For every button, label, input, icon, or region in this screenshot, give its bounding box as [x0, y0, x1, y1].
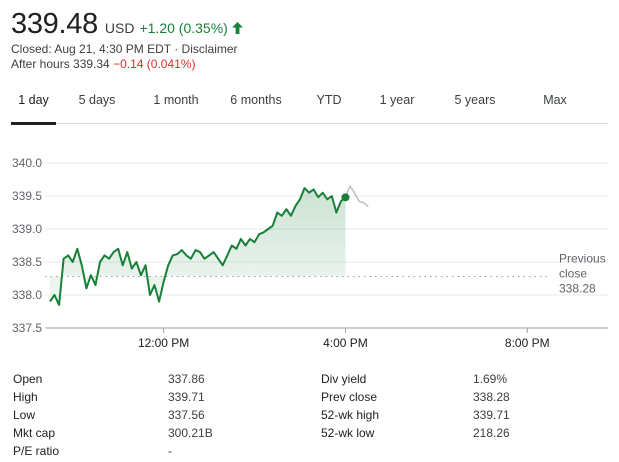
price-change: +1.20 (0.35%): [139, 20, 228, 36]
stat-value-div-yield: 1.69%: [473, 372, 508, 386]
tab-1-month[interactable]: 1 month: [153, 93, 199, 107]
previous-close-label-line2: close: [559, 267, 587, 281]
stat-label-52-wk-high: 52-wk high: [321, 408, 380, 422]
stat-label-div-yield: Div yield: [321, 372, 367, 386]
x-tick-label: 8:00 PM: [505, 336, 550, 350]
stat-label-high: High: [13, 390, 38, 404]
stat-value-high: 339.71: [168, 390, 205, 404]
stat-value-52-wk-low: 218.26: [473, 426, 510, 440]
stat-label-open: Open: [13, 372, 43, 386]
tab-5-years[interactable]: 5 years: [454, 93, 496, 107]
closed-status: Closed: Aug 21, 4:30 PM EDT · Disclaimer: [11, 42, 238, 56]
arrow-up-icon: [231, 22, 243, 34]
stats-left-column: Open High Low Mkt cap P/E ratio: [13, 370, 59, 460]
close-price-marker: [341, 193, 350, 202]
x-tick-label: 4:00 PM: [323, 336, 368, 350]
after-hours-change: −0.14 (0.041%): [113, 57, 196, 71]
price-area-fill: [50, 188, 346, 328]
after-hours-line: [344, 185, 369, 208]
y-tick-label: 339.0: [12, 222, 42, 236]
stat-label-prev-close: Prev close: [321, 390, 378, 404]
stats-right-column: Div yield Prev close 52-wk high 52-wk low: [321, 370, 379, 442]
stat-value-prev-close: 338.28: [473, 390, 510, 404]
currency-label: USD: [104, 20, 135, 36]
y-tick-label: 340.0: [12, 156, 42, 170]
stat-value-52-wk-high: 339.71: [473, 408, 510, 422]
after-hours-price: After hours 339.34: [11, 57, 110, 71]
tab-max[interactable]: Max: [543, 93, 567, 107]
stat-label-low: Low: [13, 408, 36, 422]
previous-close-value: 338.28: [559, 282, 596, 296]
stat-value-p-e-ratio: -: [168, 444, 172, 458]
stat-value-low: 337.56: [168, 408, 205, 422]
quote-header: 339.48 USD +1.20 (0.35%) Closed: Aug 21,…: [11, 8, 611, 72]
tab-ytd[interactable]: YTD: [316, 93, 342, 107]
stat-label-52-wk-low: 52-wk low: [321, 426, 375, 440]
current-price: 339.48: [11, 8, 98, 40]
x-tick-label: 12:00 PM: [138, 336, 189, 350]
tab-1-year[interactable]: 1 year: [379, 93, 415, 107]
price-line: [49, 187, 347, 306]
y-tick-label: 338.5: [12, 255, 42, 269]
y-tick-label: 337.5: [12, 321, 42, 335]
y-tick-label: 338.0: [12, 288, 42, 302]
stat-label-mkt-cap: Mkt cap: [13, 426, 56, 440]
after-hours-line: After hours 339.34 −0.14 (0.041%): [11, 57, 611, 72]
stat-label-p-e-ratio: P/E ratio: [13, 444, 60, 458]
price-row: 339.48 USD +1.20 (0.35%): [11, 8, 611, 42]
stats-left-values: 337.86 339.71 337.56 300.21B -: [168, 370, 213, 460]
tab-5-days[interactable]: 5 days: [78, 93, 116, 107]
previous-close-label: Previous: [559, 252, 606, 266]
stat-value-open: 337.86: [168, 372, 205, 386]
y-tick-label: 339.5: [12, 189, 42, 203]
tab-1-day[interactable]: 1 day: [11, 84, 56, 125]
tab-6-months[interactable]: 6 months: [230, 93, 282, 107]
stat-value-mkt-cap: 300.21B: [168, 426, 213, 440]
stats-right-values: 1.69% 338.28 339.71 218.26: [473, 370, 510, 442]
price-chart[interactable]: 340.0 339.5 339.0 338.5 338.0 337.5 12:00 PM 4:…: [0, 140, 619, 355]
range-tabs: 1 day 5 days 1 month 6 months YTD 1 year 5 yea…: [11, 84, 608, 125]
